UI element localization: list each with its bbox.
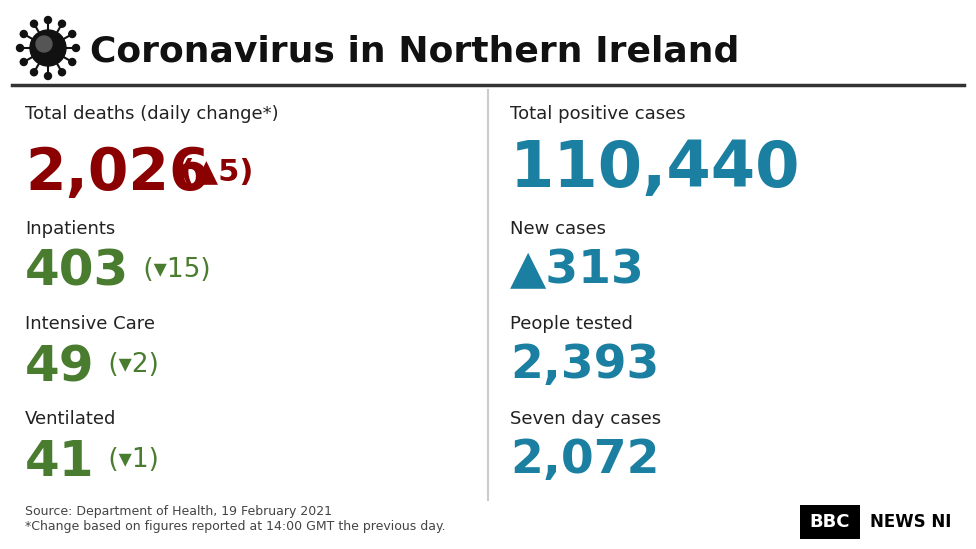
Text: Ventilated: Ventilated <box>25 410 116 428</box>
Text: Intensive Care: Intensive Care <box>25 315 155 333</box>
Text: (▾15): (▾15) <box>135 257 211 283</box>
Text: BBC: BBC <box>810 513 850 531</box>
Circle shape <box>59 20 65 27</box>
Text: ▲313: ▲313 <box>510 248 645 293</box>
Text: 403: 403 <box>25 248 129 296</box>
Circle shape <box>72 44 79 52</box>
Text: People tested: People tested <box>510 315 632 333</box>
Text: NEWS NI: NEWS NI <box>870 513 952 531</box>
Text: Source: Department of Health, 19 February 2021: Source: Department of Health, 19 Februar… <box>25 505 332 518</box>
Circle shape <box>36 36 52 52</box>
Text: 2,393: 2,393 <box>510 343 659 388</box>
Text: (▾1): (▾1) <box>100 447 159 473</box>
Text: (▲5): (▲5) <box>170 158 254 187</box>
Text: *Change based on figures reported at 14:00 GMT the previous day.: *Change based on figures reported at 14:… <box>25 520 446 533</box>
Text: 2,072: 2,072 <box>510 438 660 483</box>
Circle shape <box>30 30 66 66</box>
Circle shape <box>20 31 27 37</box>
FancyBboxPatch shape <box>800 505 860 539</box>
Text: Total positive cases: Total positive cases <box>510 105 685 123</box>
Circle shape <box>45 16 52 24</box>
Circle shape <box>20 59 27 65</box>
Text: New cases: New cases <box>510 220 606 238</box>
Circle shape <box>30 69 37 76</box>
Text: 49: 49 <box>25 343 95 391</box>
Text: 2,026: 2,026 <box>25 145 210 202</box>
Text: Inpatients: Inpatients <box>25 220 115 238</box>
Text: (▾2): (▾2) <box>100 352 159 378</box>
Circle shape <box>17 44 23 52</box>
Circle shape <box>68 59 76 65</box>
Text: Total deaths (daily change*): Total deaths (daily change*) <box>25 105 278 123</box>
Circle shape <box>59 69 65 76</box>
Circle shape <box>68 31 76 37</box>
Text: 41: 41 <box>25 438 95 486</box>
Text: 110,440: 110,440 <box>510 138 800 200</box>
Text: Seven day cases: Seven day cases <box>510 410 661 428</box>
Circle shape <box>45 72 52 80</box>
Circle shape <box>30 20 37 27</box>
Text: Coronavirus in Northern Ireland: Coronavirus in Northern Ireland <box>90 35 740 69</box>
